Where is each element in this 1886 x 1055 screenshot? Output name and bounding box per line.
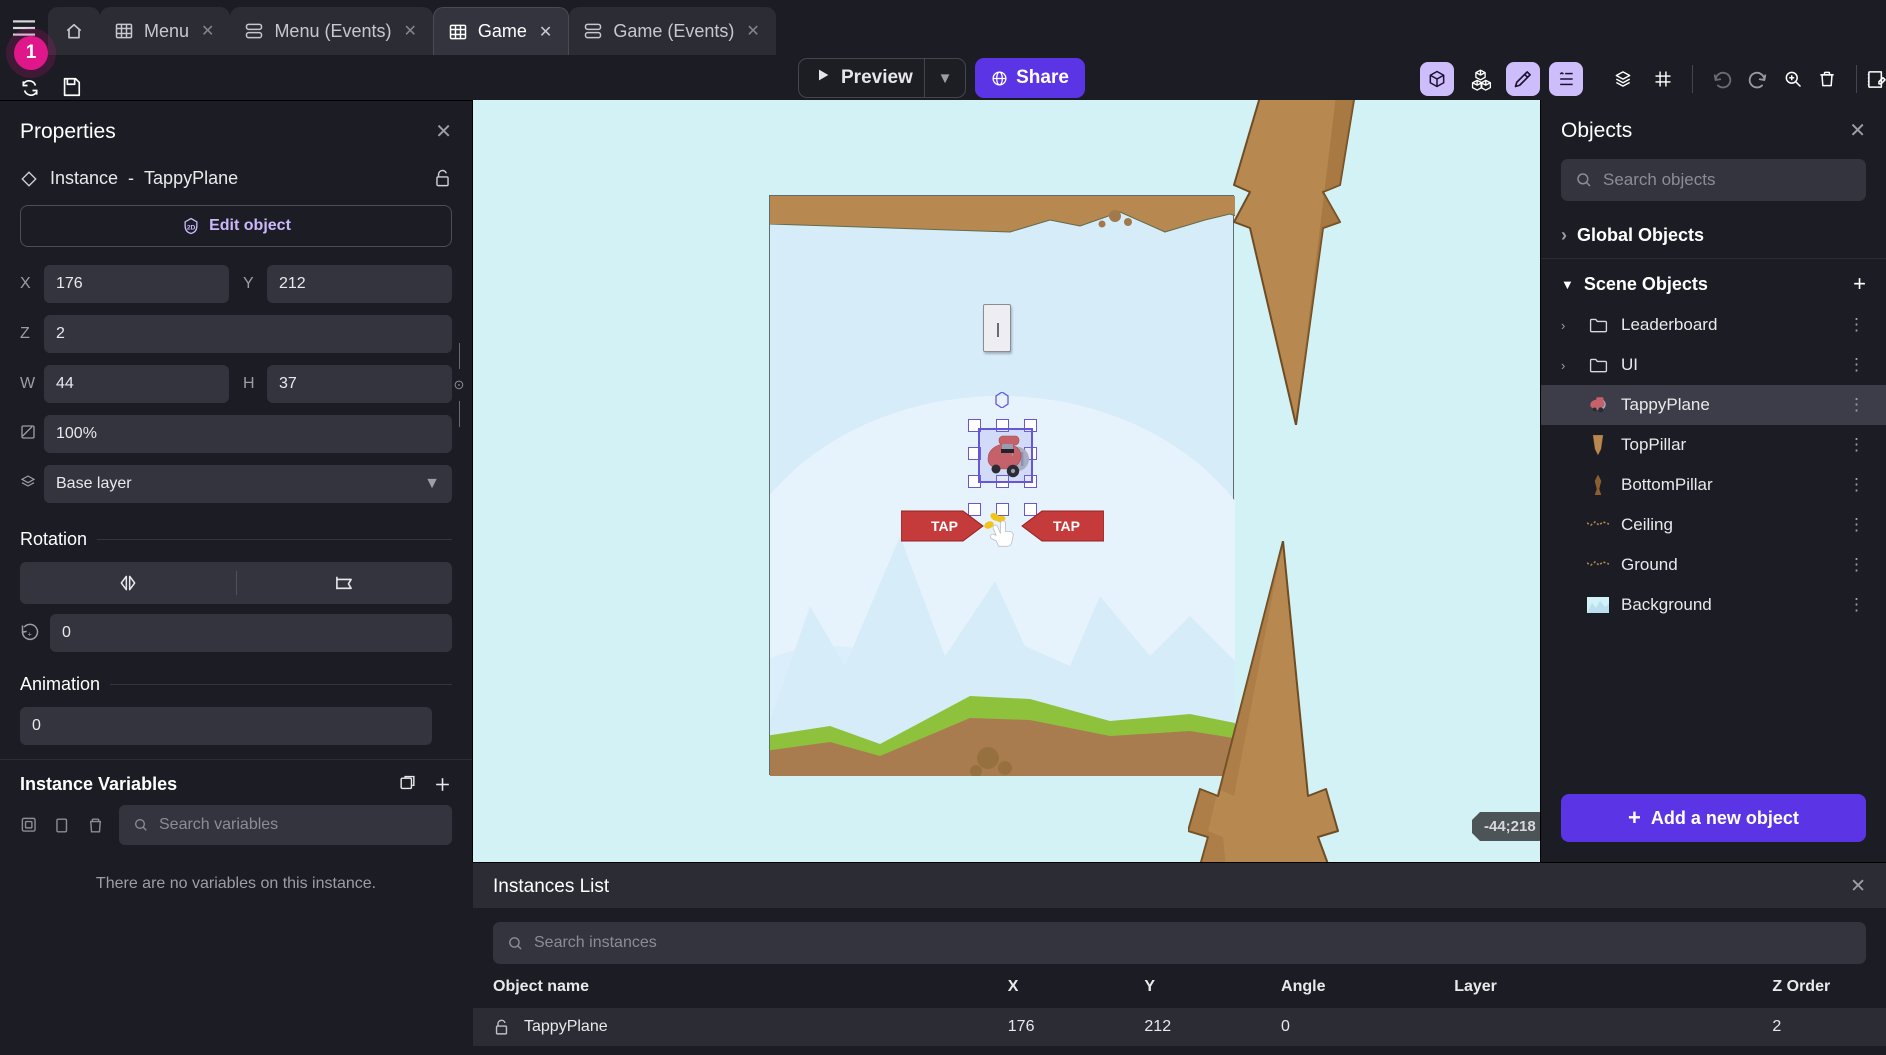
svg-text:TAP: TAP (1053, 518, 1080, 534)
svg-text:+: + (28, 629, 33, 638)
svg-text:TAP: TAP (931, 518, 958, 534)
svg-text:2D: 2D (187, 224, 196, 231)
